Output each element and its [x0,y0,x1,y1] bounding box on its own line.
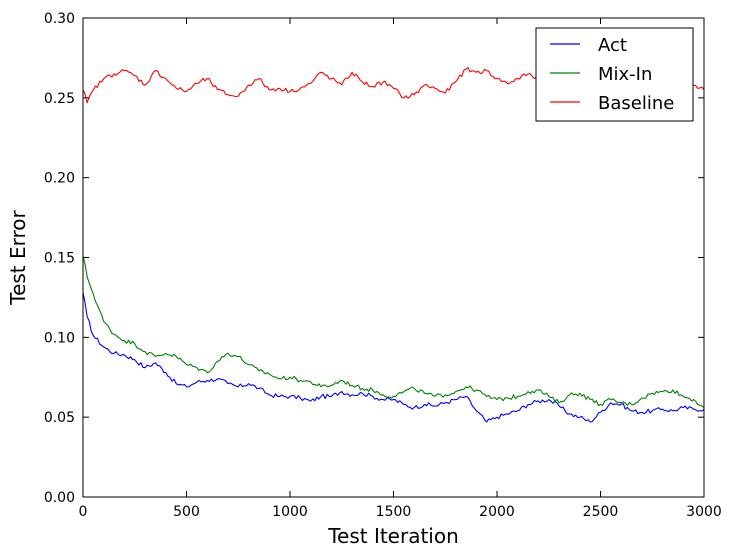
x-tick-label: 500 [173,504,200,520]
x-tick-label: 0 [79,504,88,520]
y-tick-label: 0.05 [44,410,75,426]
y-tick-label: 0.25 [44,91,75,107]
y-tick-label: 0.15 [44,251,75,267]
legend-label: Mix-In [598,64,652,85]
x-axis-title: Test Iteration [327,524,459,548]
legend-label: Baseline [598,93,674,114]
axis-ticks [82,17,705,498]
plot-frame [82,17,705,498]
y-tick-label: 0.00 [44,490,75,506]
y-tick-label: 0.30 [44,11,75,27]
y-tick-label: 0.10 [44,330,75,346]
series-line-mix-in [82,255,705,409]
legend: Act Mix-In Baseline [535,27,694,122]
x-tick-label: 3000 [686,504,722,520]
series-line-act [82,292,705,423]
x-tick-label: 2500 [583,504,619,520]
y-axis-title: Test Error [6,209,30,305]
y-tick-label: 0.20 [44,171,75,187]
x-tick-label: 2000 [479,504,515,520]
legend-label: Act [598,35,627,56]
x-tick-label: 1500 [376,504,412,520]
tick-labels: 0 500 1000 1500 2000 2500 3000 0.00 0.05 0.10 0.15… [44,11,722,520]
x-tick-label: 1000 [272,504,308,520]
